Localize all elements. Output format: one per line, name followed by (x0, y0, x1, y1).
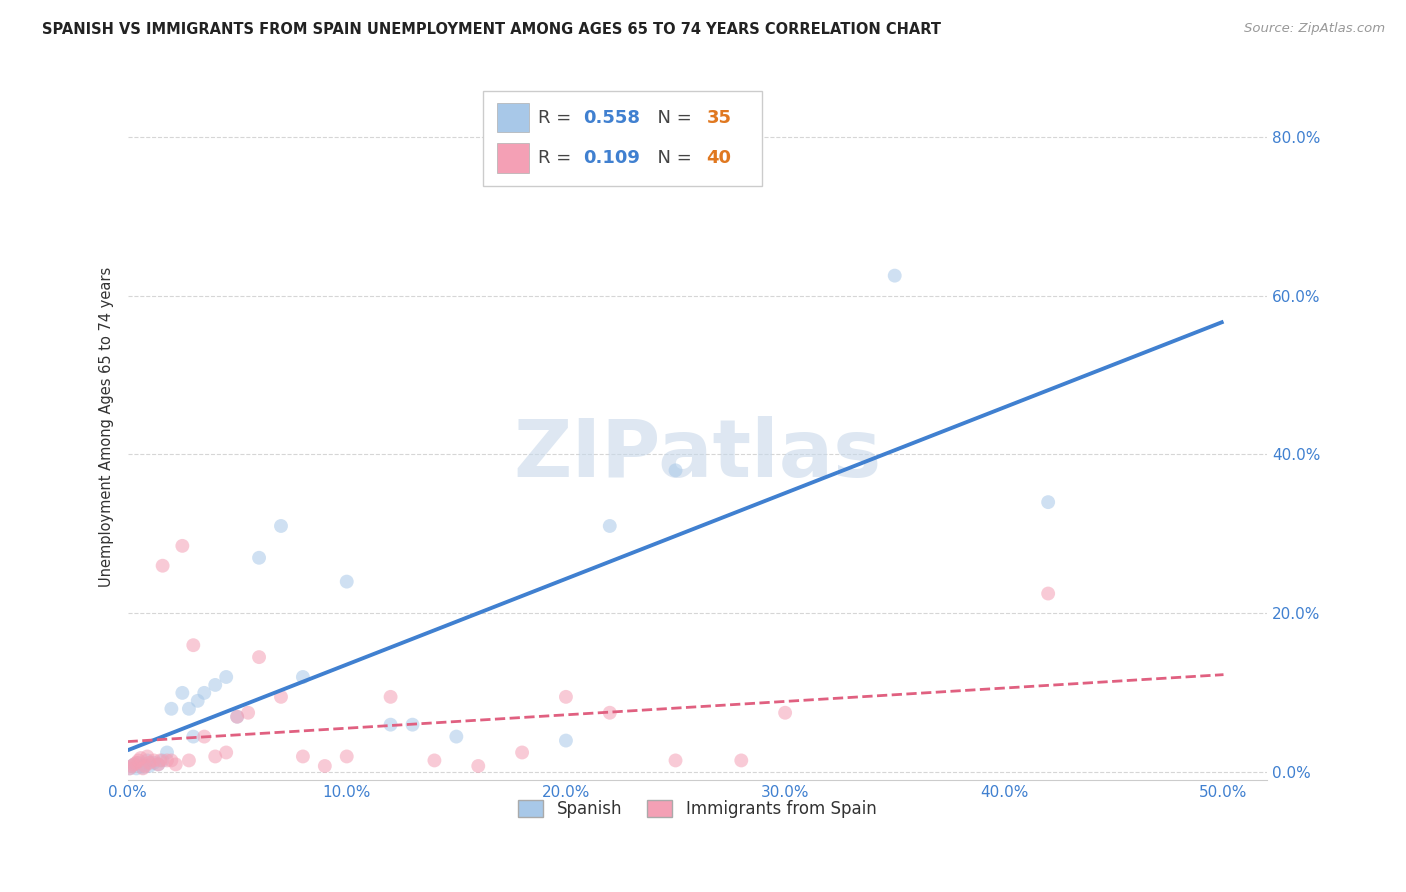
Point (129, 751, 152, 765)
Point (128, 754, 150, 768)
Point (118, 761, 141, 775)
Point (467, 759, 489, 773)
Point (193, 730, 215, 744)
Point (247, 550, 270, 565)
Point (510, 746, 533, 760)
Point (134, 757, 156, 772)
Point (204, 749, 226, 764)
Point (134, 759, 156, 773)
Point (132, 761, 155, 775)
Text: Source: ZipAtlas.com: Source: ZipAtlas.com (1244, 22, 1385, 36)
Text: 0.558: 0.558 (583, 109, 641, 127)
Point (446, 730, 468, 744)
Point (1036, 495, 1059, 509)
Bar (496, 103, 529, 132)
Text: 40: 40 (707, 149, 731, 167)
Point (181, 638, 204, 652)
Point (401, 717, 423, 731)
Y-axis label: Unemployment Among Ages 65 to 74 years: Unemployment Among Ages 65 to 74 years (100, 267, 114, 587)
Point (226, 709, 249, 723)
Point (187, 694, 209, 708)
Point (148, 757, 170, 772)
Point (236, 706, 259, 720)
Point (132, 761, 155, 775)
Point (664, 754, 686, 768)
Point (215, 670, 238, 684)
Point (121, 759, 143, 773)
Point (177, 754, 200, 768)
Point (291, 670, 314, 684)
Point (215, 746, 238, 760)
Point (128, 756, 150, 770)
Point (177, 702, 200, 716)
Point (149, 754, 172, 768)
Point (1036, 586, 1059, 600)
Point (380, 690, 402, 704)
Text: 0.109: 0.109 (583, 149, 640, 167)
Text: N =: N = (647, 149, 697, 167)
Point (160, 754, 183, 768)
Bar (496, 143, 529, 173)
Point (172, 539, 194, 553)
Point (129, 759, 152, 773)
Point (156, 754, 179, 768)
Point (555, 733, 578, 747)
Point (204, 678, 226, 692)
Text: ZIPatlas: ZIPatlas (513, 416, 882, 494)
Text: R =: R = (538, 109, 576, 127)
Point (122, 757, 145, 772)
Point (138, 756, 160, 770)
Point (142, 754, 165, 768)
Point (160, 702, 183, 716)
Point (181, 730, 204, 744)
Text: N =: N = (647, 109, 697, 127)
Point (121, 759, 143, 773)
Point (193, 686, 215, 700)
Point (314, 759, 336, 773)
Point (138, 759, 160, 773)
Point (125, 756, 148, 770)
Point (136, 754, 159, 768)
Point (148, 757, 170, 772)
Point (423, 754, 446, 768)
Legend: Spanish, Immigrants from Spain: Spanish, Immigrants from Spain (512, 794, 883, 825)
Point (118, 761, 141, 775)
Point (270, 690, 292, 704)
Point (152, 754, 174, 768)
Point (555, 690, 578, 704)
Text: R =: R = (538, 149, 576, 167)
Point (773, 706, 796, 720)
Point (599, 519, 621, 533)
Point (125, 761, 148, 775)
Point (270, 519, 292, 533)
Text: 35: 35 (707, 109, 731, 127)
Point (380, 717, 402, 731)
Point (122, 757, 145, 772)
Point (136, 749, 159, 764)
Point (247, 650, 270, 665)
Point (883, 268, 905, 283)
Point (152, 558, 174, 573)
Point (664, 463, 686, 477)
Point (172, 686, 194, 700)
Point (156, 746, 179, 760)
Point (599, 706, 621, 720)
Point (336, 749, 359, 764)
Point (142, 756, 165, 770)
Point (165, 757, 187, 772)
Point (730, 754, 752, 768)
Text: SPANISH VS IMMIGRANTS FROM SPAIN UNEMPLOYMENT AMONG AGES 65 TO 74 YEARS CORRELAT: SPANISH VS IMMIGRANTS FROM SPAIN UNEMPLO… (42, 22, 941, 37)
Bar (484, 91, 762, 186)
Point (336, 574, 359, 589)
Point (291, 749, 314, 764)
Point (226, 709, 249, 723)
